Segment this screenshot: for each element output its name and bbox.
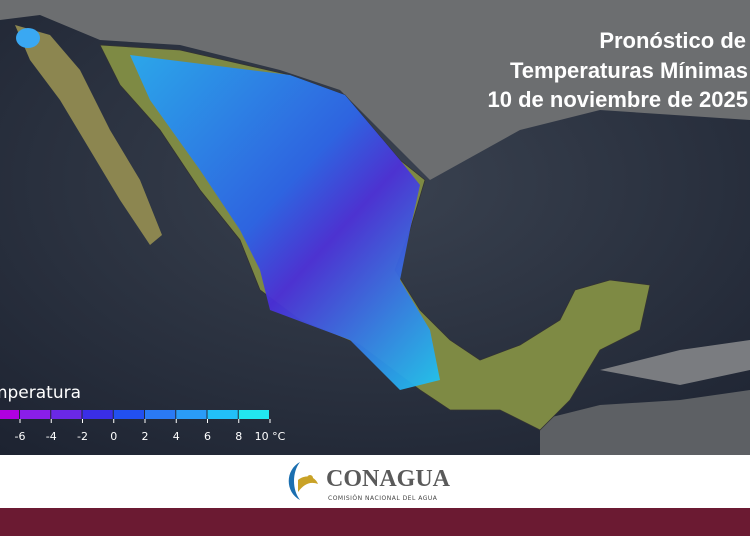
legend-swatch bbox=[238, 410, 269, 419]
baja-california bbox=[15, 25, 162, 245]
legend-tick-label: 0 bbox=[110, 430, 117, 443]
cuba bbox=[600, 340, 750, 385]
footer bbox=[0, 455, 750, 508]
legend-tick-label: 2 bbox=[142, 430, 149, 443]
title-line: Temperaturas Mínimas bbox=[510, 58, 748, 83]
logo-subtitle: COMISIÓN NACIONAL DEL AGUA bbox=[328, 495, 438, 502]
us-land bbox=[0, 0, 750, 180]
legend-tick-label: -2 bbox=[77, 430, 88, 443]
legend-swatch bbox=[145, 410, 176, 419]
legend-swatch bbox=[20, 410, 51, 419]
legend-swatch bbox=[82, 410, 113, 419]
legend-swatch bbox=[176, 410, 207, 419]
temperature-patch bbox=[16, 28, 40, 48]
legend-tick-label: 4 bbox=[173, 430, 180, 443]
central-america bbox=[540, 390, 750, 455]
legend-tick-label: -4 bbox=[46, 430, 57, 443]
legend-swatch bbox=[51, 410, 82, 419]
title-line: Pronóstico de bbox=[599, 28, 746, 53]
legend-tick-label: -6 bbox=[15, 430, 26, 443]
legend: -6 -4 -2 0 2 4 6 8 10 °C bbox=[0, 410, 286, 443]
logo-name: CONAGUA bbox=[326, 466, 451, 492]
title-line: 10 de noviembre de 2025 bbox=[488, 87, 748, 112]
legend-swatch bbox=[113, 410, 144, 419]
legend-tick-label: 6 bbox=[204, 430, 211, 443]
legend-swatch bbox=[0, 410, 19, 419]
legend-tick-label: 10 °C bbox=[255, 430, 286, 443]
legend-tick-label: 8 bbox=[235, 430, 242, 443]
logo-icon bbox=[288, 462, 318, 500]
bottom-bar bbox=[0, 508, 750, 536]
temperature-field bbox=[130, 55, 440, 390]
legend-title: Temperatura bbox=[0, 383, 81, 403]
legend-swatch bbox=[207, 410, 238, 419]
